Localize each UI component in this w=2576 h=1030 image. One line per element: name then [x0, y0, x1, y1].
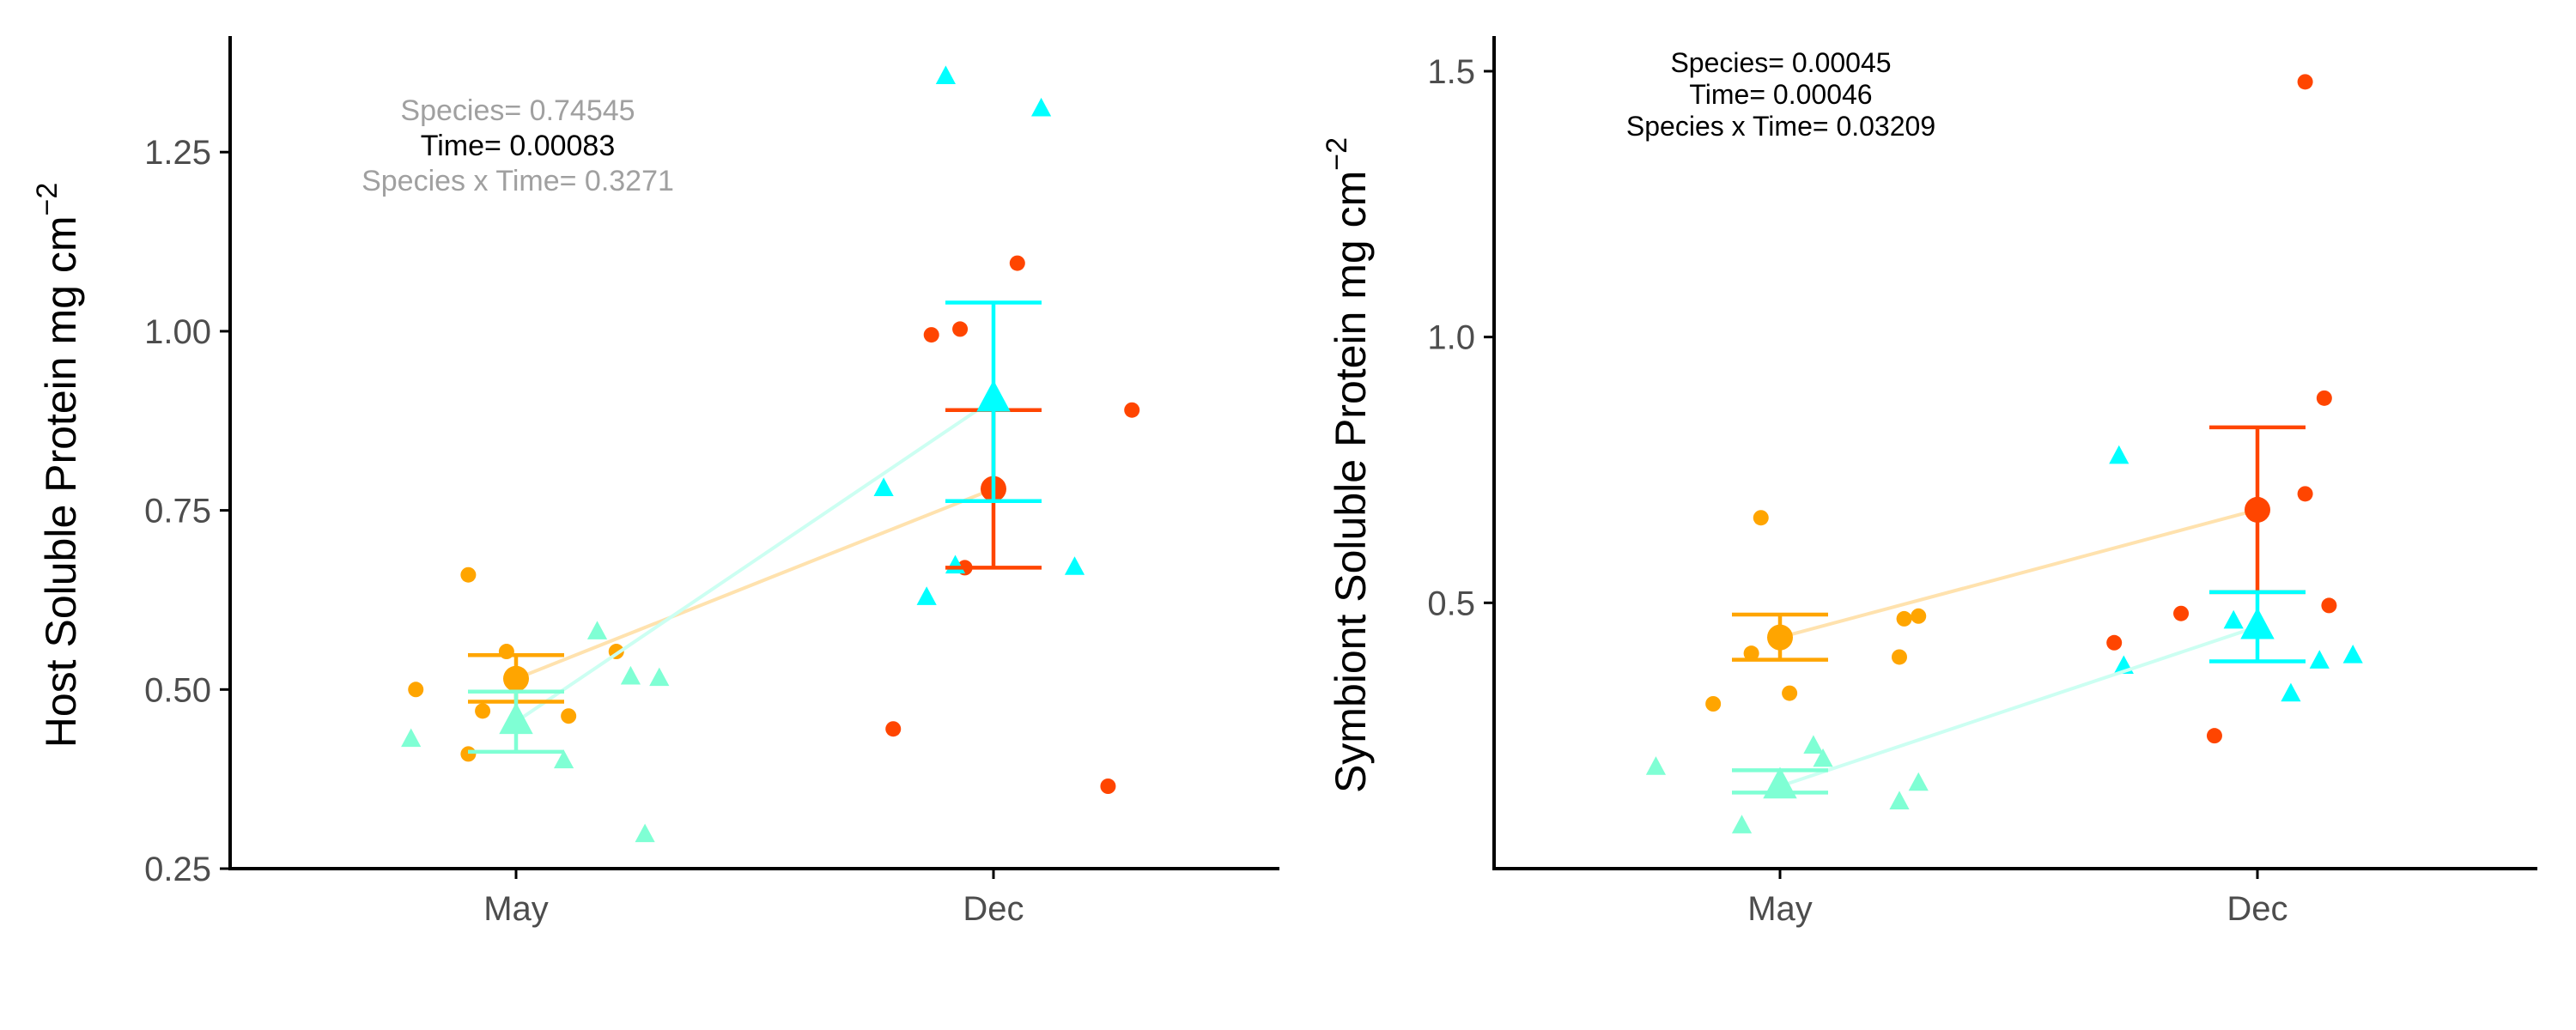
data-point-triangle [1731, 815, 1753, 833]
data-point-circle [460, 746, 477, 762]
data-point-circle [1124, 402, 1140, 418]
data-point-circle [1896, 610, 1912, 627]
data-point-circle [2316, 390, 2332, 406]
stats-annotation: Species= 0.00045 [1670, 47, 1891, 78]
y-axis-title: Host Soluble Protein mg cm−2 [31, 183, 85, 748]
data-point-circle [1782, 685, 1798, 701]
y-tick-label: 1.00 [144, 313, 211, 351]
mean-point-circle [2245, 496, 2270, 523]
data-point-triangle [620, 665, 641, 685]
data-point-triangle [873, 477, 894, 496]
data-point-circle [2206, 728, 2222, 744]
data-point-triangle [635, 823, 655, 843]
data-point-triangle [1064, 556, 1085, 575]
data-point-triangle [2342, 645, 2363, 663]
data-point-circle [475, 703, 491, 719]
data-point-circle [1100, 779, 1116, 794]
data-point-triangle [916, 586, 937, 605]
y-tick-label: 0.50 [144, 671, 211, 709]
data-point-triangle [2281, 682, 2301, 702]
y-tick-label: 0.75 [144, 493, 211, 530]
data-point-triangle [1813, 748, 1833, 767]
mean-point-triangle [499, 702, 533, 735]
y-tick-label: 0.5 [1427, 585, 1475, 622]
data-point-circle [1743, 645, 1759, 662]
mean-point-triangle [976, 379, 1011, 412]
data-point-triangle [1889, 791, 1910, 809]
mean-trend-line [1779, 508, 2258, 639]
x-tick-label: May [1747, 890, 1813, 928]
data-point-circle [2173, 605, 2190, 621]
stats-annotation: Species x Time= 0.03209 [1626, 111, 1935, 142]
data-point-circle [1705, 696, 1722, 712]
y-axis-title-superscript: −2 [31, 183, 64, 216]
y-tick-label: 1.5 [1427, 53, 1475, 91]
data-point-circle [561, 708, 577, 724]
data-point-circle [1753, 510, 1769, 526]
data-point-circle [952, 321, 969, 337]
stats-annotation: Time= 0.00046 [1689, 79, 1872, 110]
data-point-triangle [401, 728, 422, 748]
data-point-triangle [1803, 735, 1824, 754]
x-tick-label: May [483, 890, 549, 928]
symbiont-protein-panel: 0.5 1.0 1.5 May Dec Symbiont Soluble Protein … [1321, 36, 2537, 928]
mean-point-circle [503, 665, 529, 692]
data-point-triangle [1908, 772, 1929, 791]
data-point-triangle [935, 65, 956, 84]
mean-trend-line [1779, 625, 2258, 788]
data-point-circle [885, 721, 902, 737]
data-point-triangle [554, 749, 574, 769]
mean-point-triangle [1763, 766, 1797, 799]
data-point-circle [408, 682, 424, 698]
mean-point-circle [1767, 624, 1793, 651]
stats-annotation: Species x Time= 0.3271 [361, 165, 674, 197]
data-point-triangle [586, 621, 608, 639]
data-point-triangle [2309, 650, 2330, 669]
data-point-circle [2297, 74, 2313, 90]
stats-annotation: Species= 0.74545 [400, 94, 635, 127]
data-point-circle [1911, 608, 1927, 624]
data-point-triangle [649, 667, 670, 687]
data-point-circle [2321, 597, 2337, 614]
y-axis-title-text: Symbiont Soluble Protein mg cm [1327, 171, 1375, 793]
y-axis-title-superscript: −2 [1321, 137, 1353, 171]
data-point-circle [2106, 634, 2123, 651]
data-point-circle [1009, 255, 1025, 271]
mean-trend-line [514, 397, 995, 724]
y-tick-label: 1.25 [144, 134, 211, 172]
data-point-circle [2297, 486, 2313, 502]
stats-annotation: Time= 0.00083 [421, 130, 616, 162]
data-point-circle [1892, 649, 1907, 665]
x-tick-label: Dec [2227, 890, 2287, 928]
mean-trend-line [515, 487, 994, 681]
x-tick-label: Dec [963, 890, 1024, 928]
y-tick-label: 0.25 [144, 851, 211, 888]
data-point-triangle [2109, 445, 2129, 464]
data-point-triangle [2223, 609, 2244, 629]
data-point-triangle [1031, 97, 1052, 117]
y-tick-label: 1.0 [1427, 319, 1475, 357]
mean-point-triangle [2240, 607, 2275, 639]
y-axis-title: Symbiont Soluble Protein mg cm−2 [1321, 137, 1375, 793]
data-point-circle [460, 566, 477, 583]
data-point-circle [923, 327, 939, 343]
data-point-triangle [1645, 756, 1667, 775]
host-protein-panel: 0.25 0.50 0.75 1.00 1.25 May Dec Host Soluble P… [31, 36, 1279, 928]
y-axis-title-text: Host Soluble Protein mg cm [37, 216, 85, 748]
